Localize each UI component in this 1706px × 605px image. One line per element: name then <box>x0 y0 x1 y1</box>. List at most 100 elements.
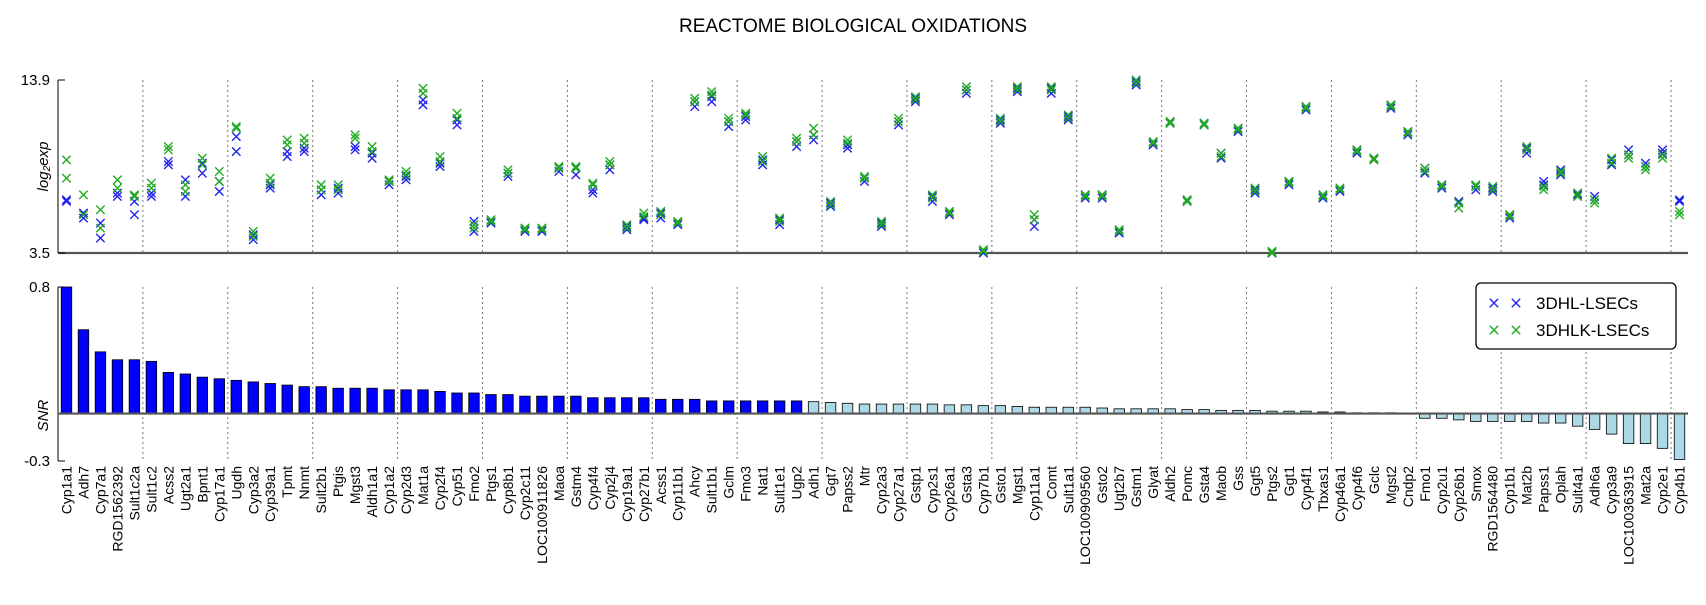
scatter-point <box>1216 151 1226 162</box>
scatter-point <box>214 176 224 187</box>
scatter-point <box>1182 196 1192 207</box>
scatter-point <box>1080 193 1090 203</box>
scatter-point <box>1589 195 1600 205</box>
x-tick-label: Sult1a1 <box>1060 466 1076 514</box>
scatter-point <box>503 165 513 175</box>
scatter-point <box>1640 158 1651 168</box>
bar <box>366 387 378 414</box>
bar <box>807 401 820 414</box>
scatter-point <box>520 223 530 233</box>
scatter-point <box>673 220 683 230</box>
scatter-point <box>808 123 819 133</box>
x-tick-label: Papss1 <box>1536 466 1552 513</box>
bar <box>230 379 242 414</box>
legend: 3DHL-LSECs 3DHLK-LSECs <box>1475 282 1677 350</box>
scatter-point <box>791 136 802 147</box>
scatter-point <box>299 133 309 143</box>
bar <box>621 397 633 414</box>
bar <box>468 392 480 414</box>
x-tick-label: Mat1a <box>415 466 431 505</box>
x-tick-label: Cyp2f4 <box>432 466 448 511</box>
scatter-point <box>384 175 394 185</box>
scatter-point <box>927 191 938 202</box>
scatter-point <box>1589 198 1600 208</box>
x-tick-label: Cyp1a2 <box>381 466 397 514</box>
bar <box>247 381 259 414</box>
scatter-point <box>350 141 360 152</box>
scatter-point <box>1538 181 1549 192</box>
x-tick-label: Gstp1 <box>907 466 923 504</box>
scatter-point <box>1335 186 1345 197</box>
bar <box>706 400 718 414</box>
bar <box>264 383 276 414</box>
scatter-point <box>1114 228 1124 238</box>
bar <box>94 351 107 414</box>
scatter-point <box>1199 118 1209 128</box>
x-tick-label: Cyp3a9 <box>1604 466 1620 514</box>
scatter-point <box>452 115 462 125</box>
bar <box>875 403 888 414</box>
scatter-point <box>163 156 174 167</box>
x-tick-label: Cyp4b1 <box>1672 466 1688 514</box>
bar <box>536 395 548 414</box>
scatter-point <box>927 193 938 203</box>
scatter-point <box>961 85 972 95</box>
x-tick-label: Adh6a <box>1587 466 1603 507</box>
x-tick-label: RGD1562392 <box>109 466 125 552</box>
scatter-point <box>180 180 191 190</box>
scatter-point <box>1131 75 1141 85</box>
scatter-point <box>859 171 870 182</box>
x-tick-label: Mat2a <box>1638 466 1654 505</box>
bar <box>1538 413 1550 424</box>
x-tick-label: Papss2 <box>840 466 856 513</box>
bar <box>553 395 565 414</box>
x-tick-label: Ugt2b7 <box>1111 466 1127 511</box>
scatter-point <box>1063 113 1073 123</box>
bar <box>485 394 497 414</box>
x-tick-label: Sult1c2a <box>126 466 142 521</box>
bar <box>570 395 582 414</box>
scatter-point <box>588 178 598 188</box>
x-tick-label: Sult4a1 <box>1570 466 1586 514</box>
scatter-point <box>1555 166 1566 177</box>
scatter-point <box>1352 146 1362 157</box>
scatter-point <box>333 180 343 190</box>
scatter-point <box>231 131 241 142</box>
scatter-point <box>1403 130 1413 140</box>
x-tick-label: Cyp39a1 <box>262 466 278 522</box>
x-tick-label: Sult1e1 <box>772 466 788 514</box>
scatter-point <box>1471 180 1481 190</box>
x-tick-label: Nat1 <box>755 466 771 496</box>
bar <box>994 405 1007 414</box>
x-tick-label: Gsto1 <box>992 466 1008 504</box>
bar <box>960 404 973 414</box>
scatter-point <box>163 141 174 152</box>
scatter-point <box>622 220 632 230</box>
scatter-point <box>1148 140 1158 150</box>
x-tick-labels: Cyp1a1 Adh7 Cyp7a1 RGD1562392 Sult1c2a Sult1c… <box>58 466 1687 565</box>
scatter-point <box>1522 143 1532 153</box>
scatter-point <box>1267 248 1277 258</box>
bar <box>1521 413 1533 422</box>
scatter-point <box>1488 181 1498 192</box>
scatter-point <box>1522 141 1532 152</box>
scatter-point <box>774 213 785 223</box>
scatter-point <box>1505 210 1515 220</box>
scatter-point <box>146 178 157 188</box>
bar <box>977 405 990 414</box>
bar <box>383 389 395 414</box>
scatter-point <box>757 151 768 162</box>
x-tick-label: Ptgis <box>330 466 346 497</box>
x-tick-label: Cyp27b1 <box>636 466 652 522</box>
scatter-point <box>1063 110 1073 120</box>
scatter-point <box>1572 191 1583 202</box>
scatter-y-label: log₂exp <box>35 142 52 192</box>
scatter-point <box>1403 128 1413 138</box>
x-tick-label: Gclc <box>1366 466 1382 494</box>
scatter-point <box>740 111 751 122</box>
scatter-point <box>944 206 955 217</box>
scatter-point <box>112 183 123 193</box>
scatter-point <box>367 141 377 152</box>
scatter-point <box>350 133 360 143</box>
scatter-point <box>1606 155 1617 165</box>
